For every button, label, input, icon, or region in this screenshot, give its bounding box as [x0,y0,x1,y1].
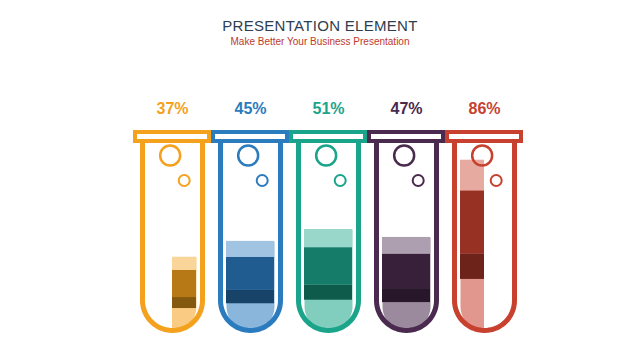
svg-text:47%: 47% [390,100,422,117]
html-text:PRESENTATION ELEMENT: PRESENTATION ELEMENT [222,17,418,34]
html-text:Make Better Your Business Pres: Make Better Your Business Presentation [230,36,410,47]
svg-text:37%: 37% [156,100,188,117]
svg-text:45%: 45% [234,100,266,117]
svg-text:86%: 86% [468,100,500,117]
svg-text:51%: 51% [312,100,344,117]
